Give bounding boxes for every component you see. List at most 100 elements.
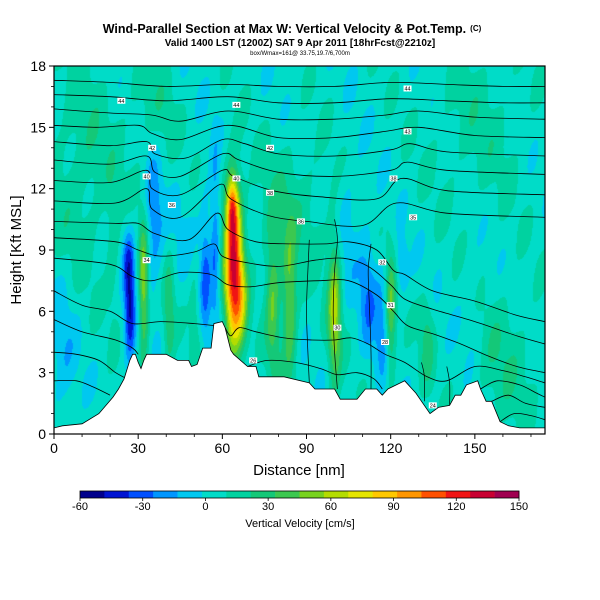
contour-label-text: 24 xyxy=(430,403,436,409)
colorbar: -60 -30 0 30 60 90 120 150 Vertical Velocity [c… xyxy=(72,490,528,530)
x-axis-label: Distance [nm] xyxy=(253,462,345,479)
contour-label-bg xyxy=(409,214,418,221)
theta-contour xyxy=(480,380,545,398)
y-tick-label: 3 xyxy=(38,365,46,381)
colorbar-tick-label: 60 xyxy=(325,501,337,513)
w-zero-contour xyxy=(446,366,451,406)
contour-label: 38 xyxy=(266,189,275,197)
contour-label: 36 xyxy=(167,202,176,209)
contour-label-text: 43 xyxy=(404,129,410,135)
colorbar-cell xyxy=(421,491,447,498)
w-zero-contour xyxy=(332,219,338,390)
y-axis: 0 3 6 9 12 15 18 xyxy=(30,58,54,442)
y-axis-label: Height [Kft MSL] xyxy=(8,195,25,304)
colorbar-cell xyxy=(250,491,276,498)
x-tick-label: 150 xyxy=(463,440,487,456)
contour-label-text: 35 xyxy=(410,215,416,221)
chart-info-line: box/Wmax=161@ 33.75,19.7/6,700m xyxy=(250,51,350,57)
theta-contour xyxy=(54,183,545,227)
contour-label-text: 40 xyxy=(233,176,239,182)
contour-label-bg xyxy=(266,189,275,196)
y-tick-label: 0 xyxy=(38,426,46,442)
contour-label-text: 32 xyxy=(379,260,385,266)
contour-label: 42 xyxy=(148,144,157,152)
theta-contour xyxy=(54,152,545,178)
theta-contour xyxy=(54,379,111,396)
colorbar-cell xyxy=(372,491,398,498)
y-tick-label: 12 xyxy=(30,181,46,197)
x-tick-label: 90 xyxy=(299,440,315,456)
colorbar-tick-label: 0 xyxy=(202,501,208,513)
contour-label-layer: 44 44 44 43 42 42 40 40 38 38 36 36 35 34 32 31 30 28 26 24 xyxy=(117,85,437,409)
contour-label-bg xyxy=(232,175,241,182)
contour-label-bg xyxy=(232,101,241,108)
colorbar-frame xyxy=(79,490,520,499)
theta-contour xyxy=(491,394,545,408)
theta-contour xyxy=(54,319,139,355)
contour-label-bg xyxy=(117,97,126,104)
theta-contour xyxy=(54,257,545,374)
chart-title-text: Wind-Parallel Section at Max W: Vertical… xyxy=(103,22,466,36)
colorbar-tick-label: 150 xyxy=(510,501,528,513)
terrain-mask xyxy=(53,321,546,435)
colorbar-cell xyxy=(445,491,471,498)
x-axis: 0 30 60 90 120 150 xyxy=(50,434,532,456)
contour-label: 31 xyxy=(386,302,395,309)
contour-label: 30 xyxy=(333,324,342,332)
colorbar-tick-label: 120 xyxy=(447,501,465,513)
contour-label: 26 xyxy=(249,357,258,364)
theta-contour xyxy=(54,138,545,160)
contour-label-text: 42 xyxy=(149,146,155,152)
plot-area: 44 44 44 43 42 42 40 40 38 38 36 36 35 34 32 31 30 28 26 24 xyxy=(53,65,546,435)
contour-label-bg xyxy=(249,357,258,364)
x-tick-label: 0 xyxy=(50,440,58,456)
colorbar-cell xyxy=(104,491,130,498)
contour-label-bg xyxy=(148,144,157,151)
theta-contour xyxy=(54,79,545,88)
chart-subtitle: Valid 1400 LST (1200Z) SAT 9 Apr 2011 [1… xyxy=(165,38,435,49)
contour-label-bg xyxy=(296,218,305,225)
contour-label-bg xyxy=(428,402,437,409)
chart-title: Wind-Parallel Section at Max W: Vertical… xyxy=(103,22,482,36)
w-zero-contour xyxy=(421,362,425,402)
colorbar-cell xyxy=(201,491,227,498)
contour-label: 44 xyxy=(403,85,412,92)
colorbar-tick-label: 30 xyxy=(262,501,274,513)
y-tick-label: 9 xyxy=(38,242,46,258)
contour-label-text: 36 xyxy=(169,203,175,209)
contour-label: 35 xyxy=(409,214,418,221)
contour-label: 38 xyxy=(389,175,398,182)
colorbar-cell xyxy=(470,491,495,498)
contour-label-text: 40 xyxy=(144,174,150,180)
colorbar-tick-label: 90 xyxy=(387,501,399,513)
contour-label: 40 xyxy=(232,175,241,182)
x-tick-label: 30 xyxy=(130,440,146,456)
contour-label: 44 xyxy=(117,97,126,105)
contour-label-text: 44 xyxy=(233,103,239,109)
contour-label-text: 44 xyxy=(118,99,124,105)
colorbar-cell xyxy=(299,491,325,498)
y-tick-label: 18 xyxy=(30,58,46,74)
colorbar-cell xyxy=(275,491,300,498)
colorbar-cell xyxy=(226,491,252,498)
contour-label-bg xyxy=(386,302,395,309)
contour-label: 34 xyxy=(142,257,151,264)
contour-label-bg xyxy=(403,128,412,135)
w-zero-contour xyxy=(367,243,372,390)
contour-label-text: 28 xyxy=(382,340,388,346)
contour-label-bg xyxy=(381,339,390,345)
theta-contour xyxy=(54,124,545,141)
contour-label-text: 42 xyxy=(267,146,273,152)
theta-contour xyxy=(224,327,545,384)
x-tick-label: 120 xyxy=(379,440,403,456)
contour-label: 40 xyxy=(142,173,151,180)
y-tick-label: 6 xyxy=(38,303,46,319)
theta-contour xyxy=(54,212,545,322)
colorbar-tick-label: -60 xyxy=(72,501,88,513)
theta-contour xyxy=(54,108,545,122)
theta-contour xyxy=(54,290,214,326)
contour-label-text: 31 xyxy=(388,303,394,309)
contour-label-bg xyxy=(389,175,398,182)
contour-label-text: 30 xyxy=(334,326,340,332)
contour-label-bg xyxy=(378,259,387,266)
